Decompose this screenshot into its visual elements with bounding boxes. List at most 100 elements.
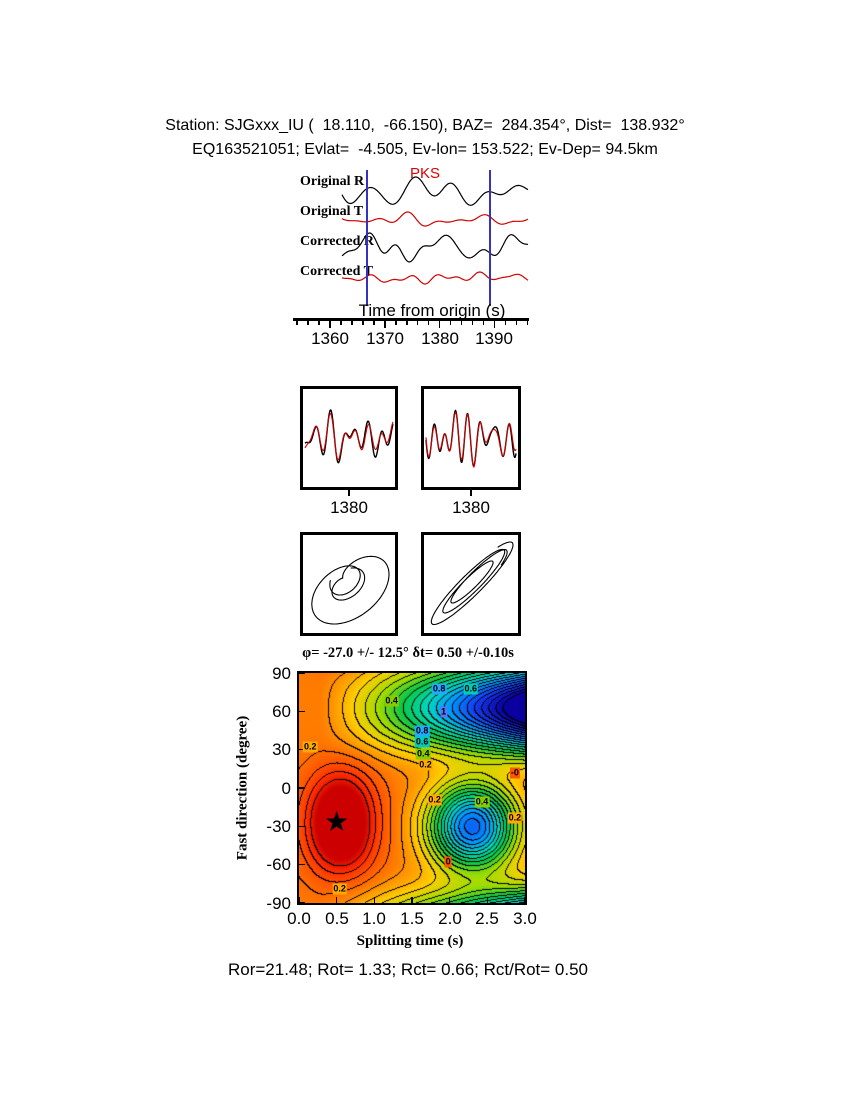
axis-tick: [471, 321, 474, 325]
contour-label-chip: 0.2: [507, 812, 523, 824]
contour-xtick-3.0: 3.0: [513, 909, 537, 928]
particle-motion-box-left: [300, 532, 398, 636]
contour-label-chip: 0.4: [474, 796, 490, 808]
axis-tick: [493, 321, 496, 328]
trace-label-corrected-t: Corrected T: [300, 264, 373, 279]
contour-frame-tick: [299, 825, 305, 828]
contour-label-chip: 0.8: [414, 725, 430, 736]
contour-frame-tick: [411, 897, 413, 903]
contour-frame-tick: [373, 897, 376, 903]
contour-label-chip: 0.2: [418, 759, 433, 771]
comparison-left-svg: [304, 409, 394, 464]
axis-tick: [482, 321, 485, 325]
contour-label-chip: 0.2: [303, 741, 318, 753]
contour-frame-tick: [299, 863, 305, 866]
contour-title: φ= -27.0 +/- 12.5° δt= 0.50 +/-0.10s: [302, 645, 514, 661]
contour-xtick-0.5: 0.5: [325, 909, 349, 928]
contour-label-chip: 0: [444, 856, 452, 868]
comparison-right-tick: [470, 490, 472, 496]
axis-tick: [438, 321, 441, 328]
trace-xaxis-line: [293, 318, 529, 321]
contour-frame-tick: [299, 787, 305, 789]
trace-xtick-1390: 1390: [475, 329, 513, 348]
contour-frame-tick: [299, 672, 305, 674]
station-header: Station: SJGxxx_IU ( 18.110, -66.150), B…: [165, 117, 685, 134]
particle-motion-box-right: [421, 532, 521, 636]
contour-ytick-m60: -60: [266, 855, 291, 874]
contour-xaxis-title: Splitting time (s): [356, 933, 464, 949]
contour-frame-tick: [335, 897, 338, 903]
comparison-left-ticklabel: 1380: [330, 498, 368, 517]
trace-waves-svg: [341, 176, 529, 285]
contour-yaxis-title: Fast direction (degree): [234, 715, 251, 861]
trace-label-corrected-r: Corrected R: [300, 234, 374, 249]
axis-tick: [526, 321, 528, 325]
trace-label-original-t: Original T: [300, 204, 364, 219]
contour-xtick-1.5: 1.5: [400, 909, 424, 928]
axis-tick: [296, 321, 298, 325]
contour-label-chip: 0.2: [427, 794, 442, 805]
contour-label-chip: 1: [440, 706, 448, 718]
contour-label-chip: 0.4: [416, 748, 431, 759]
contour-xtick-0.0: 0.0: [287, 909, 311, 928]
contour-ytick-0: 0: [281, 779, 291, 798]
contour-frame-tick: [299, 710, 305, 713]
contour-frame-tick: [448, 897, 451, 903]
contour-plot: ★ 0.4 0.8 0.6 1 0.2 0.8 0.6 0.4 0.2 -0 0.2 0.4 0.2 0 0…: [297, 671, 527, 905]
axis-tick: [362, 321, 364, 325]
contour-xtick-1.0: 1.0: [362, 909, 386, 928]
axis-tick: [351, 321, 353, 325]
comparison-left-tick: [348, 490, 350, 496]
axis-tick: [395, 321, 397, 325]
contour-label-chip: 0.8: [431, 683, 447, 695]
axis-tick: [504, 321, 507, 325]
contour-frame-tick: [298, 897, 300, 903]
comparison-box-right: [421, 386, 521, 490]
axis-tick: [373, 321, 375, 325]
axis-tick: [329, 321, 331, 328]
contour-ytick-60: 60: [272, 702, 291, 721]
trace-xaxis-title: Time from origin (s): [358, 301, 506, 320]
contour-frame-tick: [524, 897, 526, 903]
comparison-box-left: [300, 386, 398, 490]
axis-tick: [427, 321, 430, 325]
trace-xtick-1360: 1360: [311, 329, 349, 348]
axis-tick: [340, 321, 342, 325]
axis-tick: [416, 321, 419, 325]
contour-ytick-m90: -90: [266, 894, 291, 913]
contour-label-chip: -0: [509, 767, 520, 779]
particle-right-svg: [430, 541, 514, 626]
window-start-marker: [366, 170, 368, 306]
contour-label-chip: 0.4: [384, 695, 399, 707]
axis-tick: [515, 321, 518, 325]
particle-left-svg: [311, 555, 390, 625]
contour-label-chip: 0.6: [414, 736, 430, 748]
axis-tick: [449, 321, 452, 325]
comparison-right-svg: [425, 409, 517, 468]
best-fit-star: ★: [324, 804, 350, 838]
axis-tick: [384, 321, 386, 328]
contour-canvas: [299, 673, 525, 903]
trace-xtick-1370: 1370: [366, 329, 404, 348]
axis-tick: [307, 321, 309, 325]
contour-frame-tick: [299, 902, 305, 904]
contour-frame-tick: [299, 748, 305, 751]
contour-xtick-2.0: 2.0: [438, 909, 462, 928]
event-header: EQ163521051; Evlat= -4.505, Ev-lon= 153.…: [192, 141, 658, 158]
contour-ytick-90: 90: [272, 664, 291, 683]
axis-tick: [318, 321, 320, 325]
contour-label-chip: 0.2: [332, 883, 347, 895]
contour-frame-tick: [486, 897, 489, 903]
contour-label-chip: 0.6: [463, 683, 479, 695]
contour-xtick-2.5: 2.5: [475, 909, 499, 928]
trace-xtick-1380: 1380: [421, 329, 459, 348]
quality-stats: Ror=21.48; Rot= 1.33; Rct= 0.66; Rct/Rot…: [227, 960, 589, 979]
axis-tick: [460, 321, 463, 325]
contour-ytick-30: 30: [272, 740, 291, 759]
comparison-right-ticklabel: 1380: [452, 498, 490, 517]
contour-ytick-m30: -30: [266, 817, 291, 836]
trace-label-original-r: Original R: [300, 174, 365, 189]
axis-tick: [406, 321, 408, 325]
window-end-marker: [489, 170, 491, 306]
